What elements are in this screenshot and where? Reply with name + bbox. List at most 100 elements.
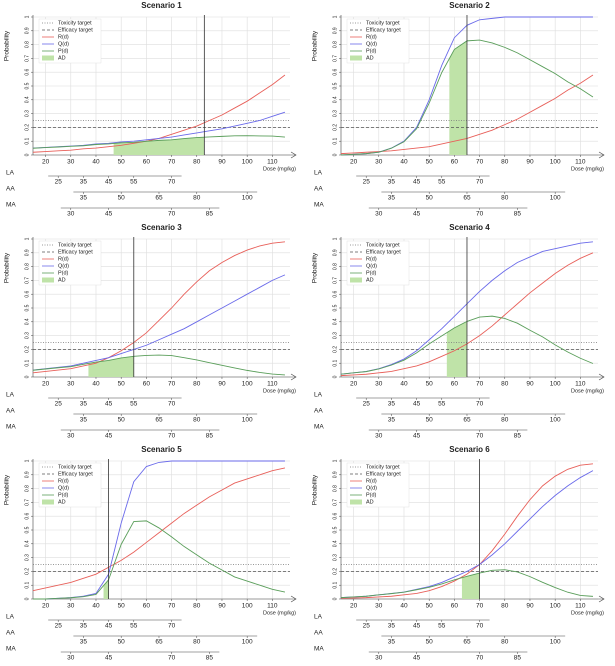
legend-label: AD bbox=[58, 277, 66, 283]
x-tick-label: 40 bbox=[400, 381, 408, 388]
secondary-axis-label: MA bbox=[6, 646, 16, 653]
legend-label: AD bbox=[366, 277, 374, 283]
x-tick-label: 60 bbox=[451, 603, 459, 610]
x-tick-label: 100 bbox=[242, 381, 253, 388]
secondary-tick-label: 100 bbox=[550, 639, 561, 646]
y-axis-label: Probability bbox=[4, 252, 11, 283]
secondary-tick-label: 50 bbox=[426, 195, 434, 202]
x-tick-label: 20 bbox=[42, 159, 50, 166]
y-tick-label: 0.1 bbox=[24, 360, 30, 367]
y-tick-label: 1 bbox=[24, 237, 30, 240]
x-tick-label: 110 bbox=[575, 159, 586, 166]
y-tick-label: 0.5 bbox=[24, 526, 30, 533]
y-tick-label: 0.8 bbox=[24, 263, 30, 270]
secondary-tick-label: 25 bbox=[55, 179, 63, 186]
legend-label: P(d) bbox=[366, 48, 377, 54]
secondary-tick-label: 35 bbox=[80, 401, 88, 408]
legend-label: Q(d) bbox=[366, 41, 377, 47]
y-tick-label: 0.2 bbox=[332, 124, 338, 131]
y-tick-label: 0.6 bbox=[24, 513, 30, 520]
y-tick-label: 0.8 bbox=[332, 41, 338, 48]
secondary-tick-label: 65 bbox=[463, 639, 471, 646]
secondary-tick-label: 80 bbox=[501, 639, 509, 646]
y-tick-label: 0.2 bbox=[24, 568, 30, 575]
secondary-tick-label: 55 bbox=[130, 179, 138, 186]
y-tick-label: 0.5 bbox=[24, 304, 30, 311]
secondary-tick-label: 65 bbox=[463, 417, 471, 424]
y-tick-label: 0.3 bbox=[332, 332, 338, 339]
legend-label: Q(d) bbox=[366, 263, 377, 269]
y-axis-label: Probability bbox=[4, 30, 11, 61]
secondary-axis-label: AA bbox=[6, 186, 15, 193]
secondary-axis-label: AA bbox=[6, 408, 15, 415]
x-tick-label: 70 bbox=[476, 159, 484, 166]
x-tick-label: 90 bbox=[218, 159, 226, 166]
x-tick-label: 100 bbox=[550, 603, 561, 610]
x-tick-label: 50 bbox=[426, 603, 434, 610]
x-tick-label: 90 bbox=[526, 603, 534, 610]
y-tick-label: 1 bbox=[24, 15, 30, 18]
secondary-tick-label: 70 bbox=[476, 655, 484, 662]
secondary-tick-label: 45 bbox=[105, 211, 113, 218]
secondary-axis-label: LA bbox=[6, 614, 15, 621]
series-line bbox=[32, 274, 286, 371]
y-tick-label: 0.7 bbox=[332, 499, 338, 506]
chart-title: Scenario 2 bbox=[449, 1, 490, 10]
x-tick-label: 40 bbox=[92, 381, 100, 388]
y-tick-label: 0.9 bbox=[24, 471, 30, 478]
y-tick-label: 0.5 bbox=[24, 82, 30, 89]
x-tick-label: 80 bbox=[193, 159, 201, 166]
y-tick-label: 0 bbox=[332, 597, 338, 600]
x-tick-label: 90 bbox=[218, 603, 226, 610]
x-tick-label: 80 bbox=[501, 159, 509, 166]
x-tick-label: 80 bbox=[501, 603, 509, 610]
legend-label: Efficacy target bbox=[58, 27, 93, 33]
secondary-tick-label: 50 bbox=[118, 195, 126, 202]
x-tick-label: 70 bbox=[168, 603, 176, 610]
y-axis-label: Probability bbox=[312, 30, 319, 61]
secondary-tick-label: 85 bbox=[514, 211, 522, 218]
y-tick-label: 0.8 bbox=[24, 41, 30, 48]
x-tick-label: 50 bbox=[118, 159, 126, 166]
series-line bbox=[32, 467, 286, 592]
legend-label: P(d) bbox=[58, 270, 69, 276]
y-tick-label: 0.4 bbox=[24, 540, 30, 547]
secondary-tick-label: 50 bbox=[118, 639, 126, 646]
series-line bbox=[340, 569, 593, 599]
y-tick-label: 0.9 bbox=[24, 249, 30, 256]
x-tick-label: 20 bbox=[350, 381, 358, 388]
secondary-tick-label: 70 bbox=[168, 401, 176, 408]
y-tick-label: 0.4 bbox=[332, 318, 338, 325]
y-tick-label: 0.6 bbox=[332, 291, 338, 298]
x-tick-label: 110 bbox=[575, 381, 586, 388]
x-axis-label: Dose (mg/kg) bbox=[263, 388, 296, 394]
secondary-tick-label: 80 bbox=[193, 195, 201, 202]
secondary-tick-label: 30 bbox=[67, 211, 75, 218]
legend-label: R(d) bbox=[366, 34, 377, 40]
legend-label: R(d) bbox=[58, 34, 69, 40]
series-line bbox=[33, 520, 286, 600]
ad-region bbox=[113, 137, 205, 155]
secondary-tick-label: 70 bbox=[168, 211, 176, 218]
secondary-tick-label: 25 bbox=[363, 179, 371, 186]
legend-swatch bbox=[350, 55, 362, 61]
secondary-axis-label: AA bbox=[314, 186, 323, 193]
x-tick-label: 50 bbox=[426, 381, 434, 388]
y-tick-label: 0.2 bbox=[24, 346, 30, 353]
y-tick-label: 0.7 bbox=[24, 277, 30, 284]
secondary-tick-label: 35 bbox=[388, 639, 396, 646]
y-tick-label: 0.5 bbox=[332, 82, 338, 89]
legend-label: P(d) bbox=[58, 48, 69, 54]
y-tick-label: 0.8 bbox=[24, 485, 30, 492]
y-tick-label: 0.7 bbox=[24, 499, 30, 506]
ad-region bbox=[461, 573, 480, 599]
secondary-tick-label: 45 bbox=[105, 433, 113, 440]
x-tick-label: 110 bbox=[267, 381, 278, 388]
y-tick-label: 1 bbox=[332, 237, 338, 240]
y-axis-label: Probability bbox=[312, 252, 319, 283]
legend-label: R(d) bbox=[58, 478, 69, 484]
secondary-axis-label: MA bbox=[6, 202, 16, 209]
secondary-tick-label: 70 bbox=[476, 211, 484, 218]
secondary-tick-label: 85 bbox=[206, 211, 214, 218]
